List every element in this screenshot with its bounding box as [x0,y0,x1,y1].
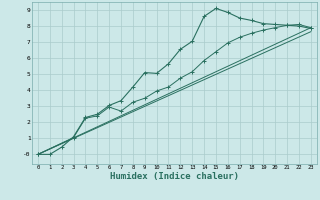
X-axis label: Humidex (Indice chaleur): Humidex (Indice chaleur) [110,172,239,181]
